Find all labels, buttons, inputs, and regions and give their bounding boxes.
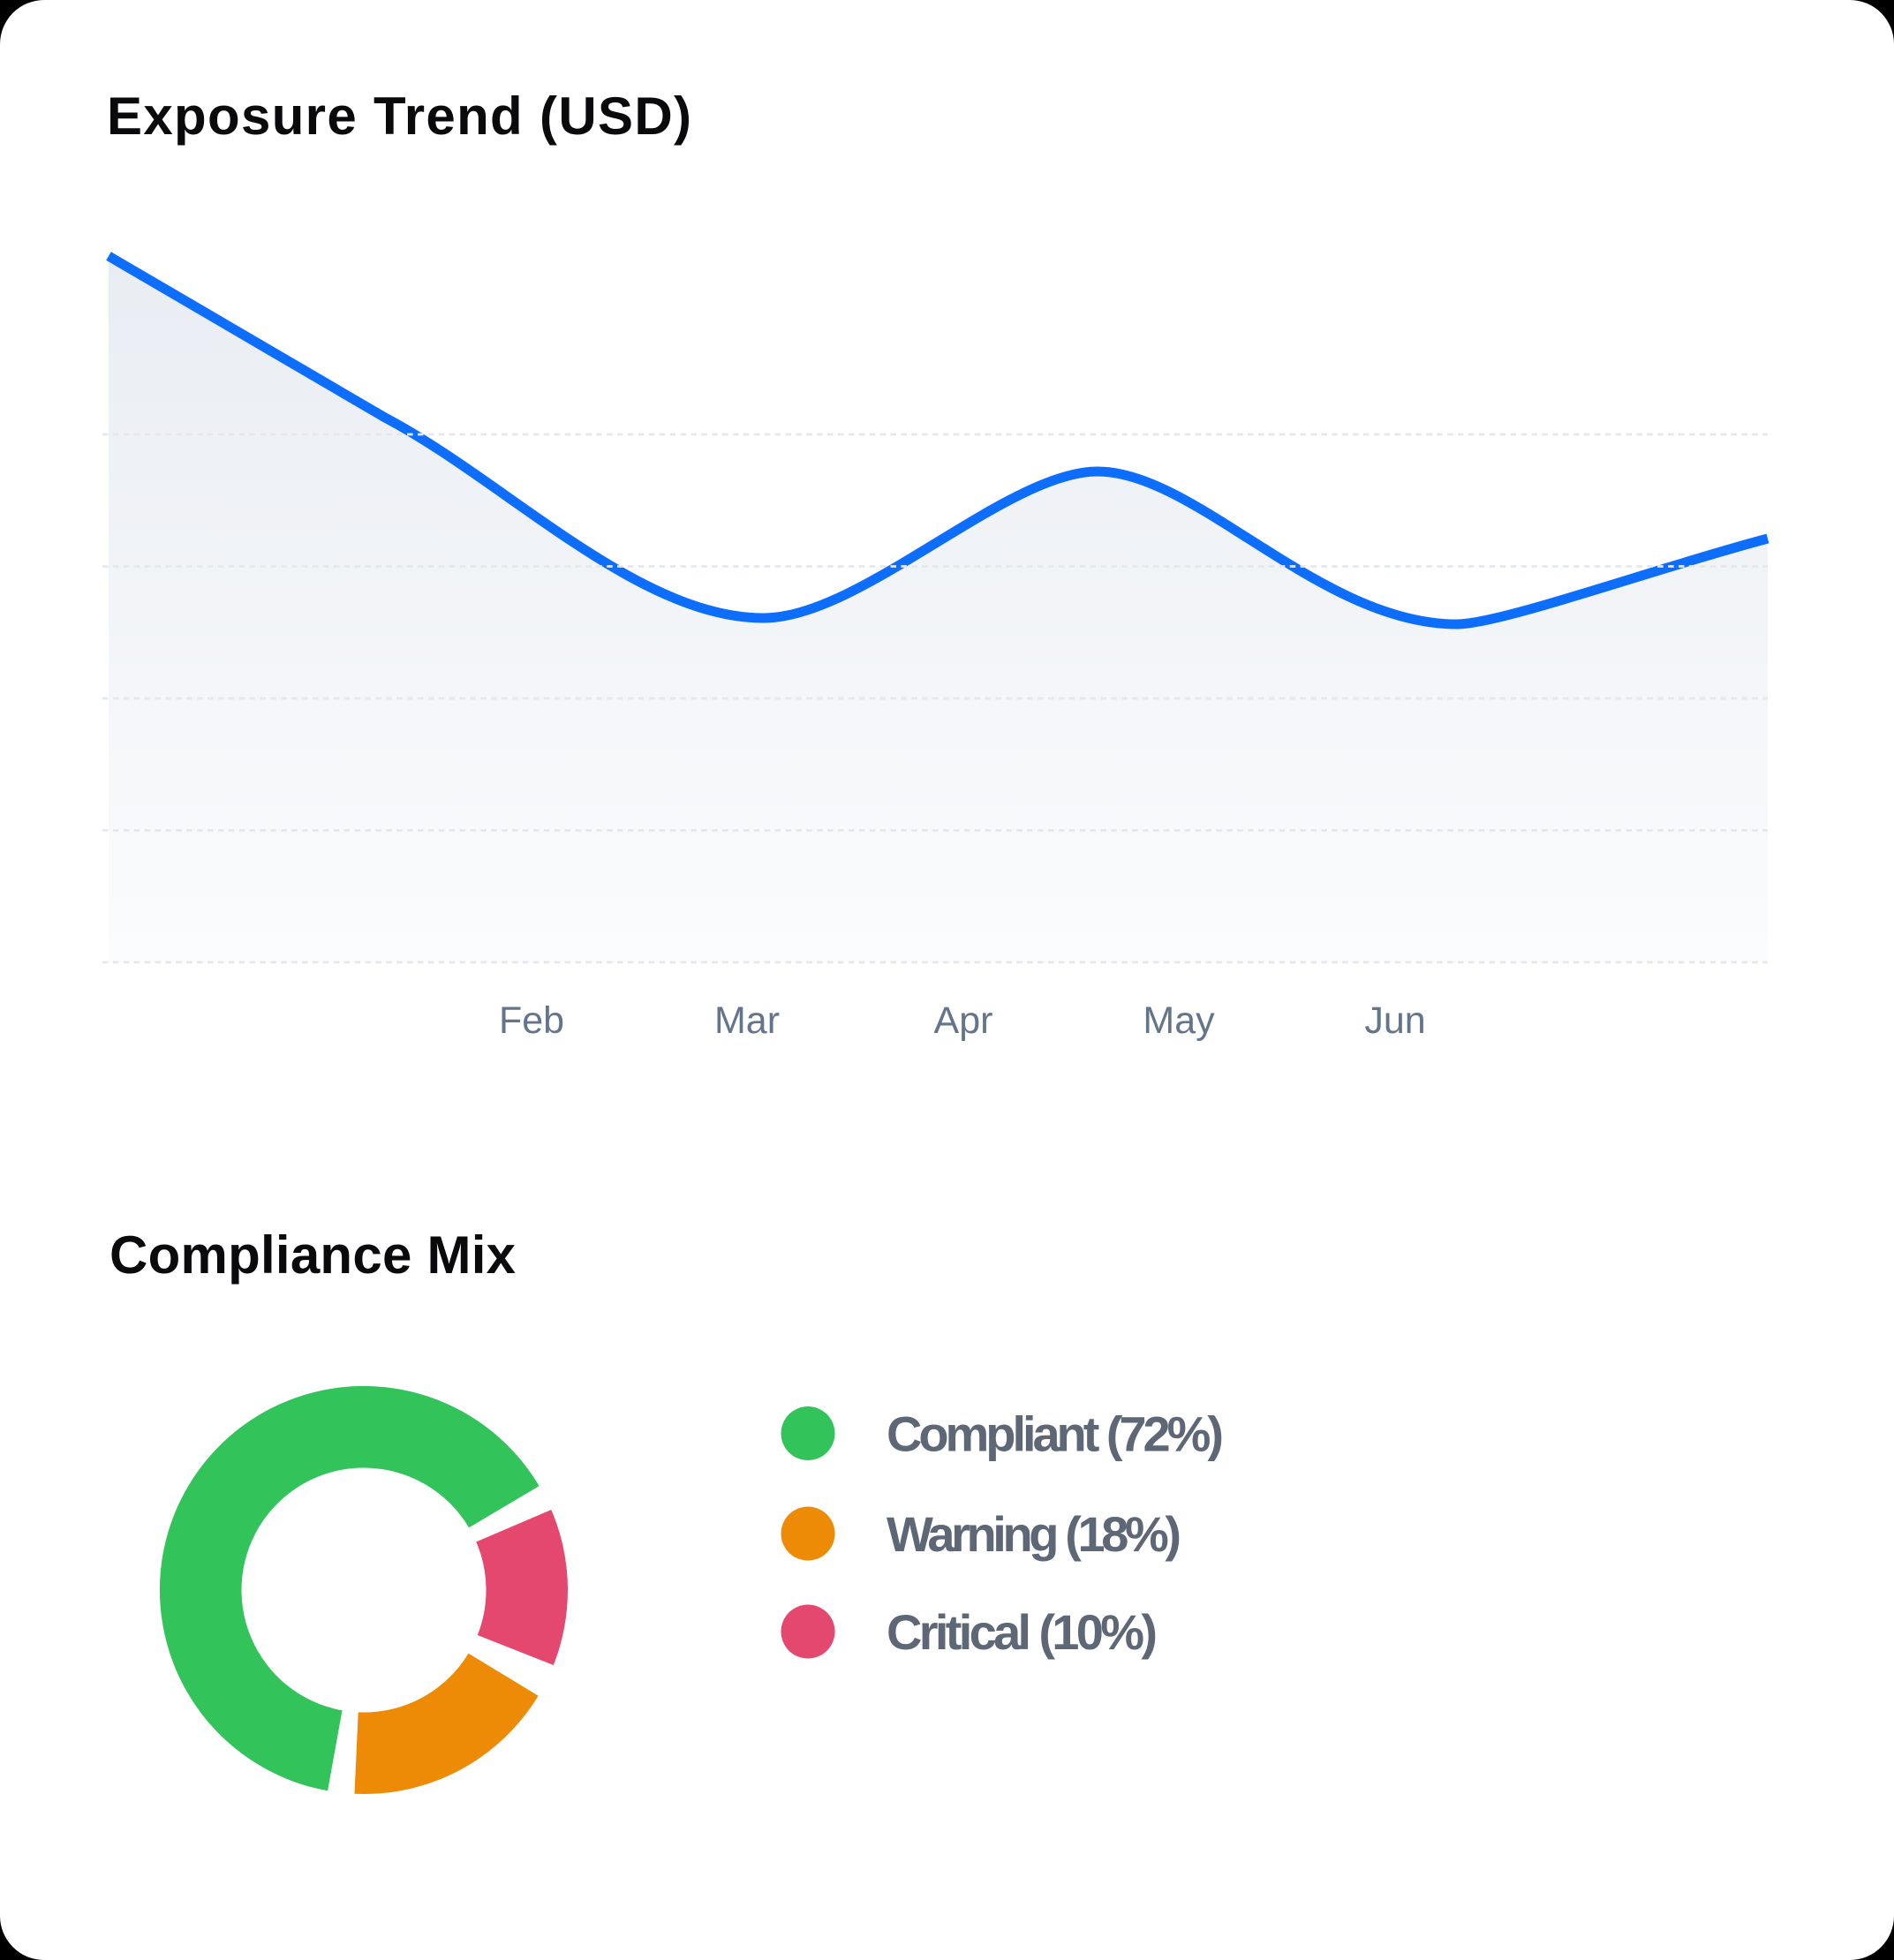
svg-text:May: May (1143, 999, 1215, 1042)
svg-text:Jun: Jun (1364, 999, 1425, 1042)
svg-text:Warning (18%): Warning (18%) (887, 1506, 1181, 1562)
svg-text:Compliance Mix: Compliance Mix (109, 1225, 516, 1285)
svg-text:Apr: Apr (934, 999, 993, 1042)
svg-text:Feb: Feb (499, 999, 564, 1042)
svg-text:Compliant (72%): Compliant (72%) (887, 1406, 1224, 1462)
svg-text:Exposure Trend (USD): Exposure Trend (USD) (107, 87, 691, 146)
svg-text:Mar: Mar (714, 999, 780, 1042)
svg-text:Critical (10%): Critical (10%) (887, 1604, 1158, 1660)
